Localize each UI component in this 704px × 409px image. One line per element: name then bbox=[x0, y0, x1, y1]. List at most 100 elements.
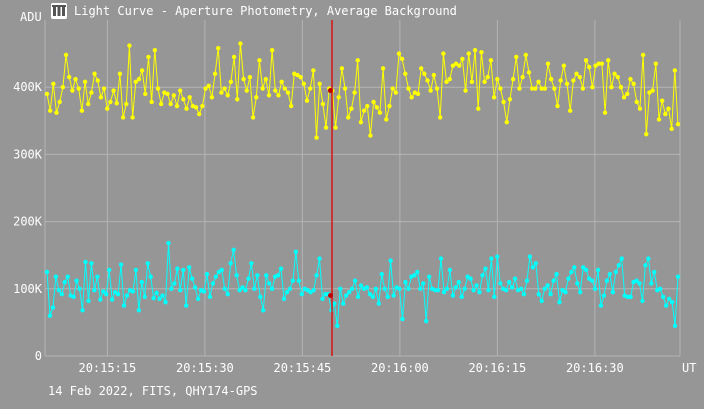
data-point bbox=[634, 99, 639, 105]
data-point bbox=[459, 294, 464, 300]
y-tick-label: 100K bbox=[13, 282, 43, 296]
data-point bbox=[307, 86, 313, 91]
data-point bbox=[578, 289, 583, 295]
data-point bbox=[115, 291, 121, 297]
data-point bbox=[231, 54, 237, 60]
data-point bbox=[109, 297, 115, 302]
data-point bbox=[457, 63, 462, 68]
data-point bbox=[422, 71, 427, 76]
data-point bbox=[266, 281, 272, 286]
data-point bbox=[495, 254, 500, 259]
data-point bbox=[120, 115, 126, 120]
data-point bbox=[66, 74, 72, 80]
data-point bbox=[518, 286, 524, 291]
data-point bbox=[157, 296, 162, 302]
data-point bbox=[406, 86, 411, 91]
data-point bbox=[637, 281, 642, 286]
data-point bbox=[133, 79, 138, 85]
data-point bbox=[529, 86, 535, 91]
data-point bbox=[675, 274, 681, 279]
series-line-yellow bbox=[46, 43, 679, 138]
data-point bbox=[247, 74, 253, 80]
data-point bbox=[74, 278, 79, 283]
data-point bbox=[415, 91, 421, 97]
data-point bbox=[244, 88, 249, 93]
data-point bbox=[210, 281, 216, 286]
data-point bbox=[415, 269, 420, 275]
data-point bbox=[602, 110, 608, 115]
data-point bbox=[335, 323, 340, 328]
data-point bbox=[136, 308, 142, 313]
data-point bbox=[583, 58, 589, 63]
data-point bbox=[299, 291, 304, 297]
data-point bbox=[491, 95, 497, 100]
data-point bbox=[250, 115, 256, 120]
data-point bbox=[453, 285, 459, 290]
data-point bbox=[382, 286, 387, 291]
data-point bbox=[355, 58, 360, 63]
data-point bbox=[621, 95, 627, 100]
data-point bbox=[589, 278, 595, 283]
data-point bbox=[536, 291, 541, 297]
data-point bbox=[130, 289, 136, 294]
data-point bbox=[488, 58, 494, 63]
data-point bbox=[521, 291, 527, 297]
data-point bbox=[517, 86, 522, 91]
data-point bbox=[566, 276, 571, 281]
data-point bbox=[243, 287, 248, 293]
x-tick-label: 20:16:00 bbox=[371, 361, 429, 375]
data-point bbox=[583, 267, 589, 273]
y-tick-label: 400K bbox=[13, 80, 43, 94]
data-point bbox=[524, 278, 530, 283]
data-point bbox=[441, 289, 447, 295]
data-point bbox=[428, 88, 433, 93]
data-point bbox=[257, 58, 262, 63]
data-point bbox=[222, 286, 227, 291]
data-point bbox=[225, 291, 230, 297]
data-point bbox=[377, 110, 383, 115]
data-point bbox=[160, 293, 165, 298]
data-point bbox=[498, 281, 503, 286]
data-point bbox=[195, 296, 201, 302]
data-point bbox=[338, 286, 343, 291]
data-point bbox=[526, 70, 532, 75]
data-point bbox=[143, 91, 148, 97]
data-point bbox=[431, 72, 437, 78]
data-point bbox=[364, 285, 370, 290]
data-point bbox=[423, 318, 429, 324]
data-point bbox=[542, 86, 548, 91]
data-point bbox=[658, 286, 663, 291]
data-point bbox=[95, 78, 100, 83]
data-point bbox=[203, 86, 208, 91]
data-point bbox=[344, 293, 349, 298]
data-point bbox=[509, 285, 515, 290]
data-point bbox=[533, 261, 539, 266]
data-point bbox=[352, 90, 357, 95]
data-point bbox=[56, 287, 62, 293]
data-point bbox=[468, 276, 473, 281]
data-point bbox=[527, 254, 533, 259]
data-point bbox=[149, 99, 154, 105]
data-point bbox=[201, 289, 207, 294]
data-point bbox=[89, 261, 94, 266]
data-point bbox=[44, 91, 50, 97]
data-point bbox=[175, 266, 180, 271]
data-point bbox=[571, 78, 576, 83]
data-point bbox=[98, 95, 104, 100]
data-point bbox=[98, 297, 103, 302]
y-tick-label: 300K bbox=[13, 147, 43, 161]
data-point bbox=[89, 90, 94, 95]
data-point bbox=[485, 74, 490, 80]
data-point bbox=[604, 278, 610, 283]
data-point bbox=[656, 117, 662, 122]
data-point bbox=[660, 294, 666, 300]
data-point bbox=[539, 86, 544, 91]
data-point bbox=[425, 78, 430, 83]
data-point bbox=[403, 279, 408, 285]
data-point bbox=[234, 273, 239, 278]
data-point bbox=[148, 274, 153, 279]
data-point bbox=[235, 97, 240, 102]
data-point bbox=[288, 103, 294, 109]
data-point bbox=[219, 90, 224, 95]
